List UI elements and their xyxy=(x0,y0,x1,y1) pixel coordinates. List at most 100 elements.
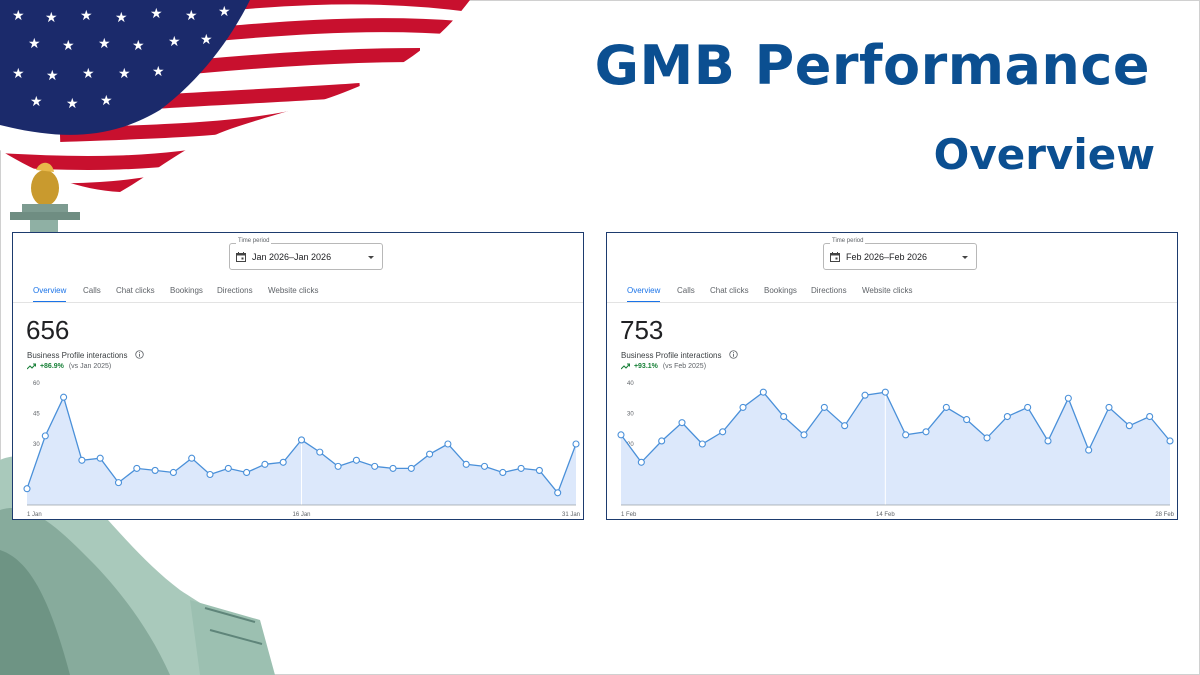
data-point xyxy=(1166,437,1174,445)
data-point xyxy=(698,440,706,448)
info-icon[interactable] xyxy=(729,350,738,359)
data-point xyxy=(1085,446,1093,454)
data-point xyxy=(1125,422,1133,430)
data-point xyxy=(334,462,342,470)
data-point xyxy=(444,440,452,448)
svg-text:★: ★ xyxy=(80,8,93,24)
svg-text:★: ★ xyxy=(200,32,213,48)
data-point xyxy=(243,468,251,477)
data-point xyxy=(800,431,808,439)
svg-text:★: ★ xyxy=(46,68,59,84)
time-period-label: Time period xyxy=(830,238,866,244)
data-point xyxy=(617,431,625,439)
info-icon[interactable] xyxy=(135,350,144,359)
tab-calls[interactable]: Calls xyxy=(677,286,695,295)
interactions-total: 753 xyxy=(620,315,664,345)
time-period-value: Jan 2026–Jan 2026 xyxy=(252,252,332,262)
svg-text:★: ★ xyxy=(185,8,198,24)
data-point xyxy=(169,468,177,477)
data-point xyxy=(739,403,747,411)
data-point xyxy=(206,470,214,479)
data-point xyxy=(114,479,123,487)
data-point xyxy=(426,450,434,458)
tab-chat-clicks[interactable]: Chat clicks xyxy=(710,286,749,295)
data-point xyxy=(554,489,562,497)
data-point xyxy=(480,462,489,470)
trend-comparison: (vs Feb 2025) xyxy=(662,363,707,371)
tab-website-clicks[interactable]: Website clicks xyxy=(268,286,319,295)
data-point xyxy=(572,440,580,448)
data-point xyxy=(407,464,415,472)
data-point xyxy=(96,454,104,462)
data-point xyxy=(820,403,828,411)
calendar-icon xyxy=(236,252,246,262)
data-point xyxy=(23,485,31,493)
y-tick-label: 30 xyxy=(33,442,40,448)
data-point xyxy=(389,464,397,472)
svg-text:★: ★ xyxy=(66,96,79,112)
performance-panel-jan: Time period Jan 2026–Jan 2026 Overview C… xyxy=(12,232,584,520)
data-point xyxy=(983,434,991,442)
interactions-label: Business Profile interactions xyxy=(27,351,128,360)
y-tick-label: 30 xyxy=(627,412,634,418)
x-tick-label: 14 Feb xyxy=(876,512,895,518)
data-point xyxy=(881,388,889,396)
slide-title: GMB Performance xyxy=(594,34,1150,97)
y-tick-label: 40 xyxy=(627,381,634,387)
data-point xyxy=(133,464,141,472)
time-period-select[interactable]: Time period Feb 2026–Feb 2026 xyxy=(823,238,977,270)
data-point xyxy=(224,464,232,472)
data-point xyxy=(41,432,49,440)
data-point xyxy=(780,412,788,421)
svg-text:★: ★ xyxy=(118,66,131,82)
dropdown-arrow-icon[interactable] xyxy=(368,256,374,259)
data-point xyxy=(719,428,727,436)
data-point xyxy=(535,466,543,474)
series-area xyxy=(621,392,1170,505)
trend-row: +86.9% (vs Jan 2025) xyxy=(27,363,111,370)
data-point xyxy=(759,388,767,396)
tab-directions[interactable]: Directions xyxy=(811,286,847,295)
svg-text:★: ★ xyxy=(150,6,163,22)
series-line xyxy=(620,391,1171,464)
trend-row: +93.1% (vs Feb 2025) xyxy=(621,363,706,370)
tab-overview[interactable]: Overview xyxy=(33,286,67,303)
tab-divider xyxy=(607,302,1177,303)
data-point xyxy=(279,458,287,466)
data-point xyxy=(151,466,159,474)
slide-subtitle: Overview xyxy=(933,130,1155,179)
tab-bookings[interactable]: Bookings xyxy=(764,286,797,295)
svg-text:★: ★ xyxy=(30,94,43,110)
trending-up-icon xyxy=(621,363,630,370)
data-point xyxy=(352,456,360,464)
x-tick-label: 16 Jan xyxy=(292,512,310,518)
trending-up-icon xyxy=(27,363,36,370)
data-point xyxy=(316,448,324,456)
data-point xyxy=(658,437,666,445)
data-point xyxy=(1146,412,1154,421)
time-period-select[interactable]: Time period Jan 2026–Jan 2026 xyxy=(229,238,383,270)
data-point xyxy=(637,458,645,466)
data-point xyxy=(297,436,306,444)
data-point xyxy=(861,391,869,399)
data-point xyxy=(60,393,68,401)
tab-overview[interactable]: Overview xyxy=(627,286,661,303)
tab-chat-clicks[interactable]: Chat clicks xyxy=(116,286,155,295)
svg-text:★: ★ xyxy=(100,93,113,109)
svg-text:★: ★ xyxy=(82,66,95,82)
time-period-value: Feb 2026–Feb 2026 xyxy=(846,252,928,262)
tab-bookings[interactable]: Bookings xyxy=(170,286,203,295)
interactions-total: 656 xyxy=(26,315,70,345)
tab-website-clicks[interactable]: Website clicks xyxy=(862,286,913,295)
y-tick-label: 20 xyxy=(627,442,634,448)
data-point xyxy=(922,428,930,436)
interactions-label: Business Profile interactions xyxy=(621,351,722,360)
svg-text:★: ★ xyxy=(12,66,25,82)
tab-directions[interactable]: Directions xyxy=(217,286,253,295)
dropdown-arrow-icon[interactable] xyxy=(962,256,968,259)
x-tick-label: 1 Feb xyxy=(621,512,637,518)
tab-calls[interactable]: Calls xyxy=(83,286,101,295)
data-point xyxy=(261,460,269,468)
data-point xyxy=(942,403,950,411)
